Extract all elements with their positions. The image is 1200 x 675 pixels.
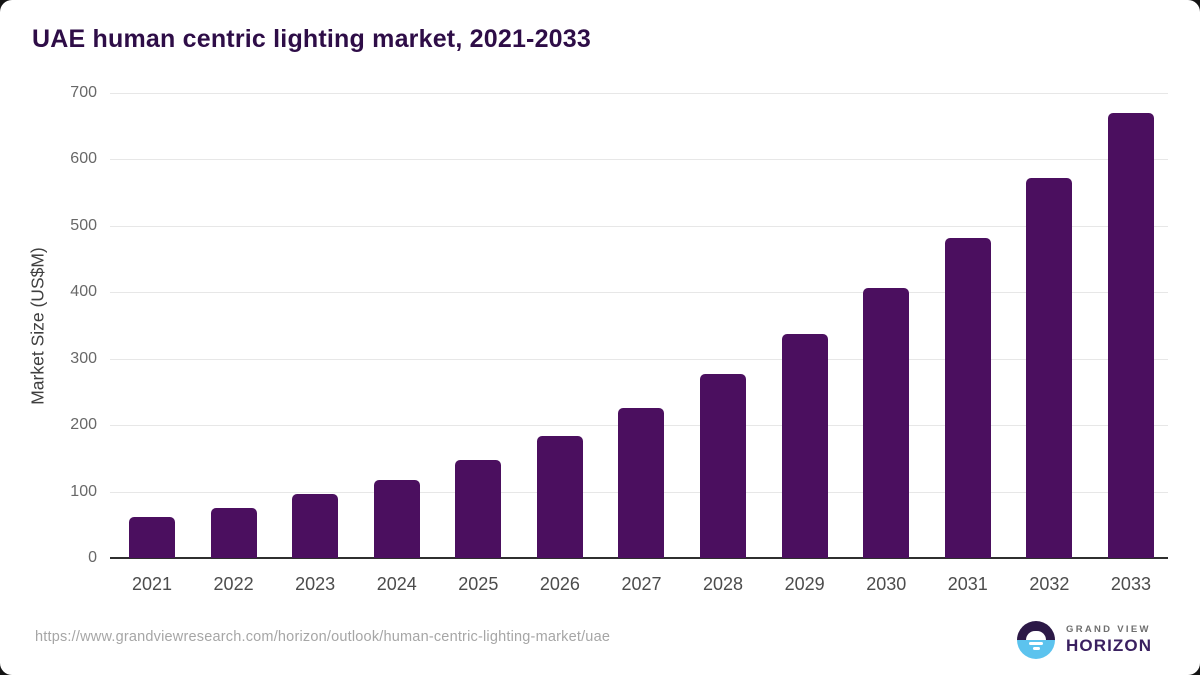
y-axis-title: Market Size (US$M) xyxy=(27,247,48,405)
x-tick-2021: 2021 xyxy=(131,574,173,594)
bar-2024 xyxy=(373,479,420,558)
y-tick-400: 400 xyxy=(70,283,97,301)
gridline-300 xyxy=(110,358,1168,360)
y-tick-200: 200 xyxy=(70,416,97,434)
x-tick-2033: 2033 xyxy=(1110,574,1151,594)
y-tick-600: 600 xyxy=(70,150,97,168)
bar-2029 xyxy=(781,334,828,558)
x-tick-2032: 2032 xyxy=(1029,574,1070,594)
grand-view-horizon-logo: GRAND VIEW HORIZON xyxy=(1017,621,1152,659)
bar-2032 xyxy=(1026,178,1073,558)
logo-product-name: HORIZON xyxy=(1066,636,1153,655)
logo-reflection-line xyxy=(1032,647,1040,651)
chart-title: UAE human centric lighting market, 2021-… xyxy=(32,25,591,53)
sunrise-horizon-logo-icon xyxy=(1017,621,1055,659)
bar-2021 xyxy=(129,517,175,558)
y-tick-500: 500 xyxy=(70,216,97,234)
x-tick-2031: 2031 xyxy=(947,574,988,594)
gridline-500 xyxy=(110,225,1168,227)
gridline-600 xyxy=(110,159,1168,161)
bar-2025 xyxy=(455,459,502,558)
source-url: https://www.grandviewresearch.com/horizo… xyxy=(35,629,611,645)
bar-2023 xyxy=(292,494,339,558)
bar-2028 xyxy=(700,373,747,558)
y-tick-0: 0 xyxy=(88,549,97,566)
x-tick-2026: 2026 xyxy=(539,574,580,594)
y-tick-300: 300 xyxy=(70,349,97,367)
x-tick-2024: 2024 xyxy=(376,574,417,594)
x-tick-2028: 2028 xyxy=(703,574,744,594)
logo-reflection-line xyxy=(1029,642,1043,646)
logo-sun-dome xyxy=(1026,630,1046,640)
bar-2031 xyxy=(944,237,991,558)
x-tick-2022: 2022 xyxy=(213,574,254,594)
x-tick-2025: 2025 xyxy=(458,574,499,594)
gridline-700 xyxy=(110,93,1168,94)
x-tick-2023: 2023 xyxy=(295,574,336,594)
logo-brand-name: GRAND VIEW xyxy=(1066,624,1151,635)
bar-2022 xyxy=(210,507,257,558)
x-tick-2027: 2027 xyxy=(621,574,662,594)
bar-2033 xyxy=(1107,112,1154,558)
bar-2027 xyxy=(618,407,665,558)
bar-2030 xyxy=(863,288,910,558)
logo-text: GRAND VIEW HORIZON xyxy=(1066,624,1152,656)
x-axis-line xyxy=(110,557,1168,559)
bar-2026 xyxy=(536,436,583,558)
gridline-400 xyxy=(110,292,1168,294)
x-tick-2029: 2029 xyxy=(784,574,825,594)
y-tick-700: 700 xyxy=(70,84,97,101)
y-tick-100: 100 xyxy=(70,482,97,500)
x-tick-2030: 2030 xyxy=(866,574,907,594)
